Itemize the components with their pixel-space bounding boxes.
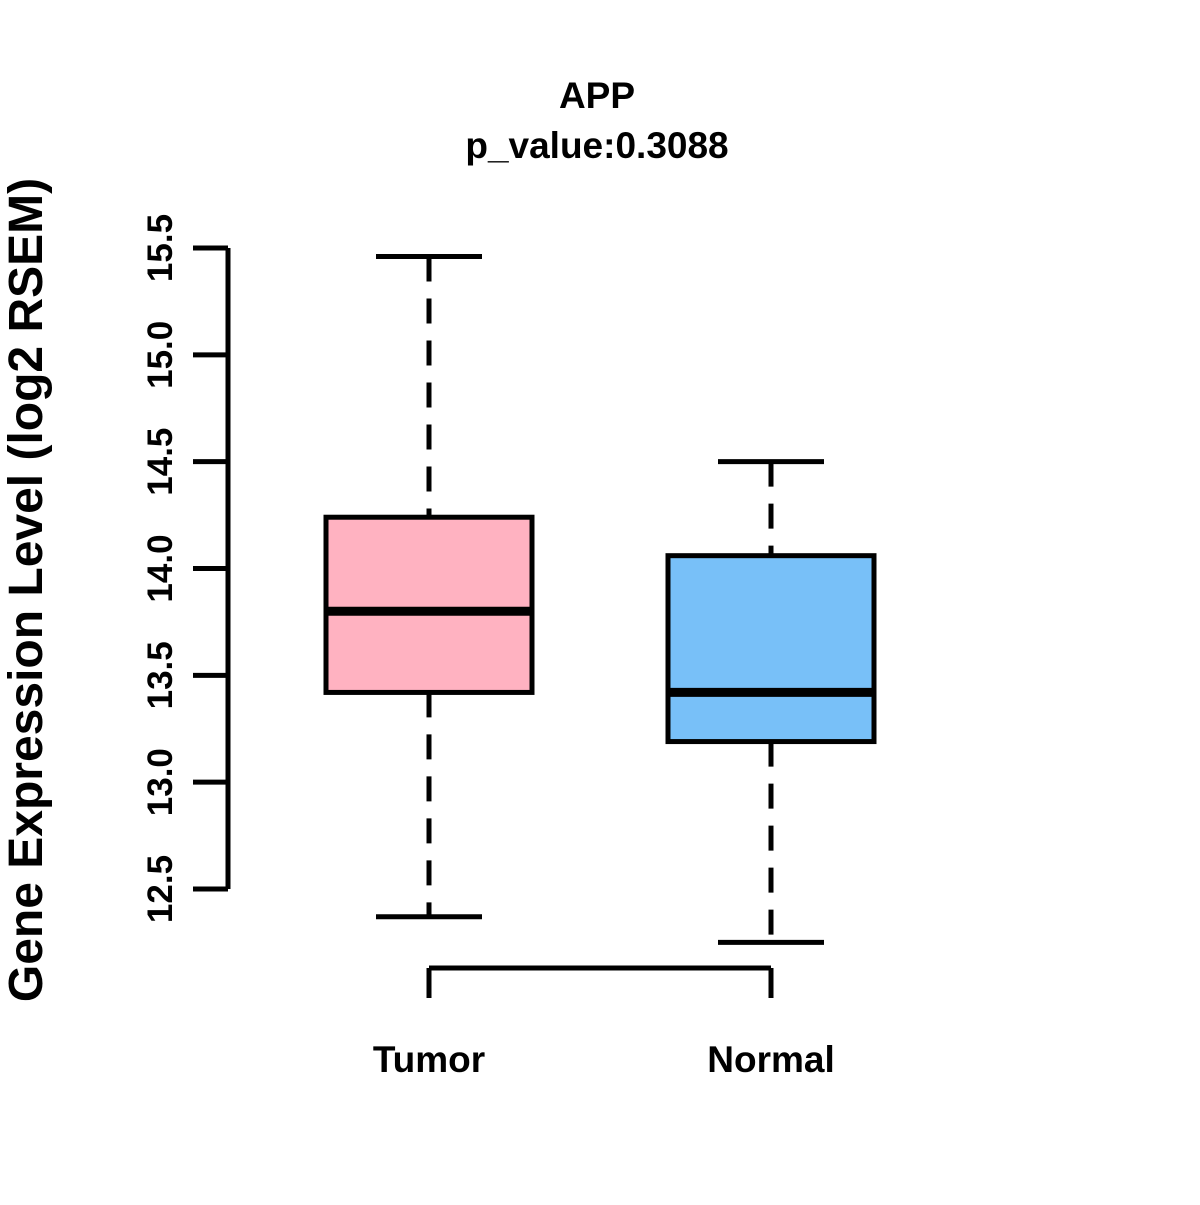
- chart-title: APP: [559, 75, 635, 116]
- y-tick-label: 12.5: [141, 855, 180, 923]
- iqr-box: [323, 514, 535, 695]
- x-category-label: Tumor: [373, 1039, 485, 1080]
- x-axis-bracket: Tumor Normal: [373, 965, 835, 1080]
- box-group-normal: [665, 459, 877, 945]
- y-tick-label: 14.0: [141, 534, 180, 602]
- y-tick-label: 13.0: [141, 748, 180, 816]
- chart-subtitle: p_value:0.3088: [465, 125, 728, 166]
- box-series: [323, 254, 877, 945]
- y-axis-label: Gene Expression Level (log2 RSEM): [0, 178, 53, 1002]
- y-tick-label: 15.0: [141, 321, 180, 389]
- iqr-box: [665, 553, 877, 745]
- y-axis: 12.5 13.0 13.5 14.0 14.5 15.0 15.5: [141, 214, 231, 923]
- x-category-label: Normal: [707, 1039, 834, 1080]
- box-group-tumor: [323, 254, 535, 920]
- y-tick-label: 15.5: [141, 214, 180, 282]
- y-tick-label: 14.5: [141, 428, 180, 496]
- y-tick-label: 13.5: [141, 641, 180, 709]
